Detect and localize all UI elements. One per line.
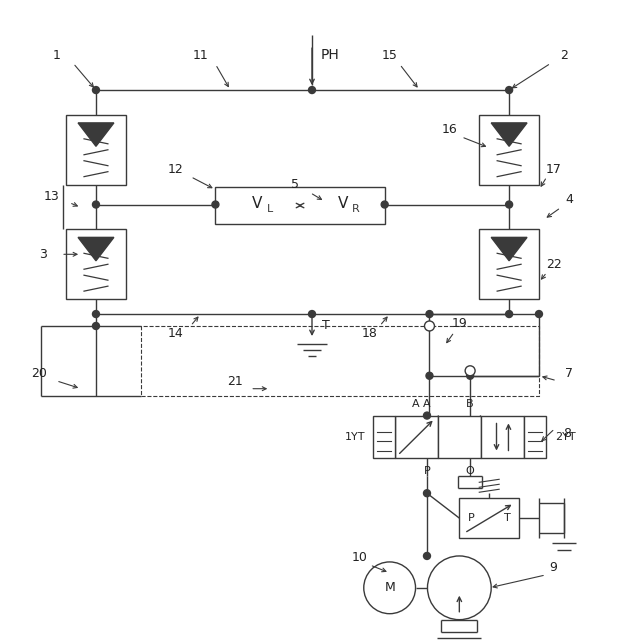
Circle shape (381, 201, 388, 208)
Circle shape (426, 310, 433, 317)
Text: 11: 11 (193, 49, 208, 62)
Text: 15: 15 (382, 49, 397, 62)
Text: PH: PH (321, 48, 340, 62)
Circle shape (424, 489, 430, 497)
Text: V: V (252, 196, 262, 211)
Circle shape (427, 556, 491, 620)
Polygon shape (491, 238, 527, 261)
Text: 16: 16 (442, 124, 457, 137)
Circle shape (308, 310, 315, 317)
Circle shape (506, 86, 513, 93)
Bar (459, 498, 519, 538)
Text: 13: 13 (43, 190, 59, 203)
Circle shape (536, 310, 543, 317)
Bar (481, 415, 524, 459)
Bar (66, 115, 126, 185)
Text: 2: 2 (560, 49, 568, 62)
Text: 12: 12 (168, 163, 184, 176)
Text: A: A (412, 399, 420, 409)
Circle shape (467, 372, 473, 379)
Circle shape (465, 366, 475, 375)
Circle shape (92, 310, 100, 317)
Circle shape (506, 310, 513, 317)
Polygon shape (78, 123, 114, 146)
Circle shape (212, 201, 219, 208)
Circle shape (506, 201, 513, 208)
Circle shape (92, 201, 100, 208)
Text: 20: 20 (31, 367, 47, 380)
Text: 2YT: 2YT (556, 432, 576, 442)
Text: O: O (466, 466, 475, 477)
Text: P: P (468, 513, 475, 523)
Text: V: V (338, 196, 348, 211)
Circle shape (424, 412, 430, 419)
Polygon shape (78, 238, 114, 261)
Circle shape (92, 323, 100, 330)
Text: 8: 8 (563, 427, 571, 440)
Text: T: T (322, 319, 330, 332)
Circle shape (426, 372, 433, 379)
Bar (479, 229, 539, 299)
Text: R: R (352, 204, 359, 214)
Text: B: B (466, 399, 474, 409)
Bar (394, 415, 438, 459)
Bar (66, 229, 126, 299)
Bar (216, 187, 384, 225)
Bar (524, 415, 546, 459)
Text: 1: 1 (52, 49, 60, 62)
Text: 17: 17 (546, 163, 562, 176)
Text: 14: 14 (168, 327, 184, 341)
Text: 5: 5 (291, 178, 299, 191)
Text: 19: 19 (452, 317, 467, 330)
Text: A: A (423, 399, 430, 409)
Circle shape (424, 553, 430, 560)
Circle shape (424, 321, 434, 331)
Text: L: L (267, 204, 273, 214)
Polygon shape (491, 123, 527, 146)
Text: 18: 18 (362, 327, 378, 341)
Text: 9: 9 (549, 562, 557, 574)
Circle shape (92, 86, 100, 93)
Circle shape (364, 562, 416, 614)
Text: 22: 22 (546, 258, 562, 270)
Bar (438, 415, 481, 459)
Text: T: T (504, 513, 510, 523)
Bar (373, 415, 394, 459)
Text: P: P (424, 466, 430, 477)
Text: M: M (384, 582, 395, 594)
Text: 1YT: 1YT (345, 432, 365, 442)
Text: 7: 7 (565, 367, 573, 380)
Text: 3: 3 (39, 248, 47, 261)
Circle shape (308, 86, 315, 93)
Text: 10: 10 (352, 551, 368, 564)
Bar (479, 115, 539, 185)
Text: 4: 4 (565, 193, 573, 206)
Text: 21: 21 (227, 375, 243, 388)
